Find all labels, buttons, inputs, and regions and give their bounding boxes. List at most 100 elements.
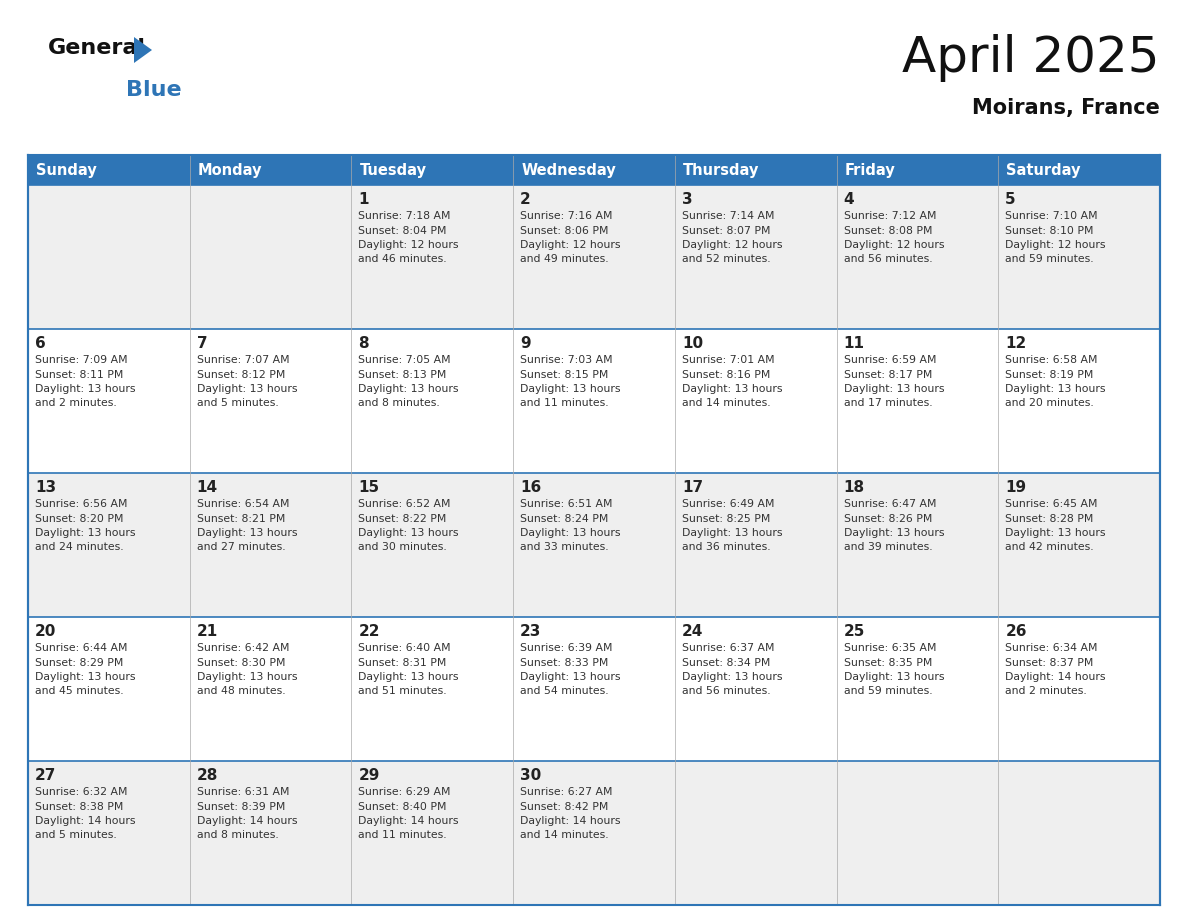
Text: Daylight: 13 hours: Daylight: 13 hours xyxy=(197,672,297,682)
Text: 28: 28 xyxy=(197,767,219,782)
Text: General: General xyxy=(48,38,146,58)
Text: 7: 7 xyxy=(197,335,208,351)
Text: 15: 15 xyxy=(359,479,379,495)
Text: Sunrise: 6:29 AM: Sunrise: 6:29 AM xyxy=(359,787,451,797)
Text: Daylight: 12 hours: Daylight: 12 hours xyxy=(359,240,459,250)
Text: and 8 minutes.: and 8 minutes. xyxy=(359,398,441,409)
Text: Sunrise: 6:49 AM: Sunrise: 6:49 AM xyxy=(682,499,775,509)
Text: and 52 minutes.: and 52 minutes. xyxy=(682,254,771,264)
Bar xyxy=(190,185,352,329)
Bar xyxy=(675,761,836,905)
Text: Sunset: 8:16 PM: Sunset: 8:16 PM xyxy=(682,370,770,379)
Bar xyxy=(836,185,998,329)
Text: Daylight: 13 hours: Daylight: 13 hours xyxy=(1005,384,1106,394)
Text: Sunrise: 6:47 AM: Sunrise: 6:47 AM xyxy=(843,499,936,509)
Text: Sunset: 8:06 PM: Sunset: 8:06 PM xyxy=(520,226,608,236)
Text: Tuesday: Tuesday xyxy=(360,162,426,177)
Text: Sunrise: 6:58 AM: Sunrise: 6:58 AM xyxy=(1005,355,1098,365)
Text: 30: 30 xyxy=(520,767,542,782)
Text: 5: 5 xyxy=(1005,192,1016,207)
Text: 1: 1 xyxy=(359,192,369,207)
Text: and 33 minutes.: and 33 minutes. xyxy=(520,543,608,553)
Text: Sunday: Sunday xyxy=(36,162,96,177)
Text: Sunrise: 7:01 AM: Sunrise: 7:01 AM xyxy=(682,355,775,365)
Text: Daylight: 13 hours: Daylight: 13 hours xyxy=(520,384,620,394)
Bar xyxy=(675,329,836,473)
Bar xyxy=(998,185,1159,329)
Text: 17: 17 xyxy=(682,479,703,495)
Text: Sunrise: 6:32 AM: Sunrise: 6:32 AM xyxy=(34,787,127,797)
Text: 22: 22 xyxy=(359,623,380,639)
Text: and 5 minutes.: and 5 minutes. xyxy=(34,831,116,841)
Bar xyxy=(513,155,675,185)
Text: and 24 minutes.: and 24 minutes. xyxy=(34,543,124,553)
Text: Sunset: 8:40 PM: Sunset: 8:40 PM xyxy=(359,801,447,812)
Bar xyxy=(352,761,513,905)
Text: 8: 8 xyxy=(359,335,369,351)
Text: Sunrise: 6:44 AM: Sunrise: 6:44 AM xyxy=(34,643,127,653)
Text: and 14 minutes.: and 14 minutes. xyxy=(520,831,608,841)
Text: Daylight: 13 hours: Daylight: 13 hours xyxy=(197,528,297,538)
Text: Monday: Monday xyxy=(197,162,263,177)
Bar xyxy=(190,155,352,185)
Text: 9: 9 xyxy=(520,335,531,351)
Text: Sunset: 8:17 PM: Sunset: 8:17 PM xyxy=(843,370,931,379)
Text: Sunset: 8:11 PM: Sunset: 8:11 PM xyxy=(34,370,124,379)
Text: and 56 minutes.: and 56 minutes. xyxy=(682,687,771,697)
Text: 3: 3 xyxy=(682,192,693,207)
Text: Sunset: 8:33 PM: Sunset: 8:33 PM xyxy=(520,657,608,667)
Text: and 48 minutes.: and 48 minutes. xyxy=(197,687,285,697)
Bar xyxy=(836,155,998,185)
Text: 26: 26 xyxy=(1005,623,1026,639)
Bar xyxy=(998,329,1159,473)
Bar xyxy=(998,761,1159,905)
Text: Sunset: 8:37 PM: Sunset: 8:37 PM xyxy=(1005,657,1094,667)
Bar xyxy=(836,617,998,761)
Bar xyxy=(513,473,675,617)
Text: Sunset: 8:10 PM: Sunset: 8:10 PM xyxy=(1005,226,1094,236)
Text: Sunset: 8:20 PM: Sunset: 8:20 PM xyxy=(34,513,124,523)
Text: Sunset: 8:08 PM: Sunset: 8:08 PM xyxy=(843,226,933,236)
Bar xyxy=(675,155,836,185)
Text: Sunrise: 6:59 AM: Sunrise: 6:59 AM xyxy=(843,355,936,365)
Bar xyxy=(836,329,998,473)
Bar xyxy=(836,473,998,617)
Text: Sunrise: 7:16 AM: Sunrise: 7:16 AM xyxy=(520,211,613,221)
Text: Daylight: 13 hours: Daylight: 13 hours xyxy=(520,672,620,682)
Text: 24: 24 xyxy=(682,623,703,639)
Text: Sunset: 8:04 PM: Sunset: 8:04 PM xyxy=(359,226,447,236)
Text: Daylight: 13 hours: Daylight: 13 hours xyxy=(843,384,944,394)
Text: 27: 27 xyxy=(34,767,56,782)
Text: Sunrise: 7:10 AM: Sunrise: 7:10 AM xyxy=(1005,211,1098,221)
Text: Sunrise: 6:39 AM: Sunrise: 6:39 AM xyxy=(520,643,613,653)
Bar xyxy=(513,329,675,473)
Text: 11: 11 xyxy=(843,335,865,351)
Text: Daylight: 13 hours: Daylight: 13 hours xyxy=(34,528,135,538)
Text: Sunset: 8:15 PM: Sunset: 8:15 PM xyxy=(520,370,608,379)
Text: and 5 minutes.: and 5 minutes. xyxy=(197,398,278,409)
Text: and 2 minutes.: and 2 minutes. xyxy=(1005,687,1087,697)
Text: 10: 10 xyxy=(682,335,703,351)
Text: Sunset: 8:21 PM: Sunset: 8:21 PM xyxy=(197,513,285,523)
Text: Sunset: 8:31 PM: Sunset: 8:31 PM xyxy=(359,657,447,667)
Text: Daylight: 12 hours: Daylight: 12 hours xyxy=(682,240,783,250)
Bar xyxy=(352,155,513,185)
Bar xyxy=(29,185,190,329)
Bar xyxy=(190,761,352,905)
Text: Sunrise: 7:03 AM: Sunrise: 7:03 AM xyxy=(520,355,613,365)
Text: and 11 minutes.: and 11 minutes. xyxy=(520,398,608,409)
Text: Wednesday: Wednesday xyxy=(522,162,615,177)
Bar xyxy=(29,329,190,473)
Text: Sunset: 8:39 PM: Sunset: 8:39 PM xyxy=(197,801,285,812)
Text: and 8 minutes.: and 8 minutes. xyxy=(197,831,278,841)
Text: Daylight: 13 hours: Daylight: 13 hours xyxy=(197,384,297,394)
Bar xyxy=(513,185,675,329)
Text: and 42 minutes.: and 42 minutes. xyxy=(1005,543,1094,553)
Text: and 51 minutes.: and 51 minutes. xyxy=(359,687,447,697)
Text: and 39 minutes.: and 39 minutes. xyxy=(843,543,933,553)
Text: Daylight: 14 hours: Daylight: 14 hours xyxy=(34,816,135,826)
Text: April 2025: April 2025 xyxy=(903,34,1159,82)
Text: Sunrise: 6:45 AM: Sunrise: 6:45 AM xyxy=(1005,499,1098,509)
Polygon shape xyxy=(134,37,152,63)
Text: 12: 12 xyxy=(1005,335,1026,351)
